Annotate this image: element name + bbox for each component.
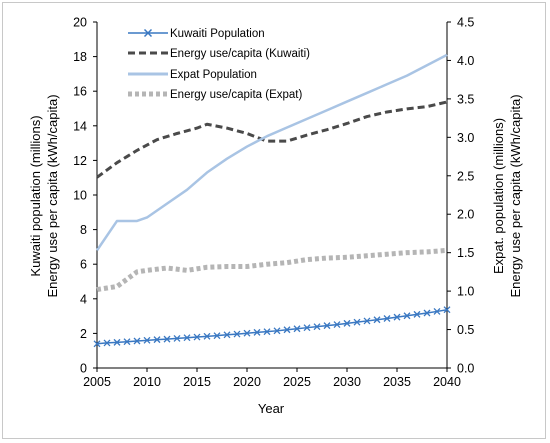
left-y-tick-label: 8 bbox=[80, 223, 87, 237]
data-point-kuwaiti-population bbox=[163, 335, 171, 343]
left-y-tick-label: 12 bbox=[73, 154, 87, 168]
x-tick-label: 2040 bbox=[433, 375, 461, 389]
left-y-tick-label: 18 bbox=[73, 50, 87, 64]
legend-label-energy-expat: Energy use/capita (Expat) bbox=[170, 89, 302, 101]
right-y-tick-label: 1.5 bbox=[457, 246, 474, 260]
data-point-kuwaiti-population bbox=[413, 310, 421, 318]
data-point-kuwaiti-population bbox=[253, 328, 261, 336]
data-point-kuwaiti-population bbox=[133, 337, 141, 345]
legend-marker-x-icon bbox=[143, 28, 153, 38]
data-point-kuwaiti-population bbox=[273, 327, 281, 335]
data-point-kuwaiti-population bbox=[193, 333, 201, 341]
data-point-kuwaiti-population bbox=[373, 316, 381, 324]
right-y-axis-title-line1: Expat. population (millions) bbox=[491, 118, 506, 274]
right-y-tick-label: 4.0 bbox=[457, 54, 474, 68]
data-point-kuwaiti-population bbox=[303, 324, 311, 332]
data-point-kuwaiti-population bbox=[293, 325, 301, 333]
legend-item-energy-expat: Energy use/capita (Expat) bbox=[128, 89, 302, 101]
x-tick-label: 2035 bbox=[383, 375, 411, 389]
data-point-kuwaiti-population bbox=[103, 339, 111, 347]
data-point-kuwaiti-population bbox=[93, 340, 101, 348]
left-y-tick-label: 0 bbox=[80, 362, 87, 376]
data-point-kuwaiti-population bbox=[233, 330, 241, 338]
x-tick-label: 2005 bbox=[83, 375, 111, 389]
data-point-kuwaiti-population bbox=[383, 315, 391, 322]
right-y-tick-label: 4.5 bbox=[457, 16, 474, 30]
data-point-kuwaiti-population bbox=[323, 322, 331, 330]
legend-label-kuwaiti-population: Kuwaiti Population bbox=[170, 28, 265, 40]
series-layer bbox=[93, 53, 451, 348]
legend-item-energy-kuwaiti: Energy use/capita (Kuwaiti) bbox=[128, 48, 310, 60]
data-point-kuwaiti-population bbox=[433, 307, 441, 315]
legend-item-kuwaiti-population: Kuwaiti Population bbox=[128, 28, 265, 40]
right-y-tick-label: 0.5 bbox=[457, 323, 474, 337]
x-tick-label: 2015 bbox=[183, 375, 211, 389]
data-point-kuwaiti-population bbox=[353, 318, 361, 326]
series-line-expat-population bbox=[95, 53, 448, 252]
data-point-kuwaiti-population bbox=[333, 321, 341, 329]
data-point-kuwaiti-population bbox=[183, 334, 191, 342]
x-tick-label: 2030 bbox=[333, 375, 361, 389]
data-point-kuwaiti-population bbox=[263, 328, 271, 336]
data-point-kuwaiti-population bbox=[203, 332, 211, 340]
chart-frame bbox=[2, 2, 546, 439]
left-y-tick-label: 16 bbox=[73, 85, 87, 99]
right-y-tick-label: 1.0 bbox=[457, 285, 474, 299]
data-point-kuwaiti-population bbox=[313, 323, 321, 331]
data-point-kuwaiti-population bbox=[213, 332, 221, 340]
left-y-tick-label: 10 bbox=[73, 189, 87, 203]
data-point-kuwaiti-population bbox=[223, 331, 231, 339]
x-tick-label: 2010 bbox=[133, 375, 161, 389]
left-y-tick-label: 4 bbox=[80, 292, 87, 306]
data-point-kuwaiti-population bbox=[153, 336, 161, 344]
x-tick-label: 2020 bbox=[233, 375, 261, 389]
right-y-tick-label: 2.0 bbox=[457, 208, 474, 222]
data-point-kuwaiti-population bbox=[403, 312, 411, 320]
data-point-kuwaiti-population bbox=[423, 309, 431, 317]
legend-label-energy-kuwaiti: Energy use/capita (Kuwaiti) bbox=[170, 48, 310, 60]
right-y-tick-label: 3.5 bbox=[457, 92, 474, 106]
x-axis-title: Year bbox=[258, 401, 285, 416]
left-y-tick-label: 14 bbox=[73, 119, 87, 133]
legend-label-expat-population: Expat Population bbox=[170, 69, 257, 81]
legend: Kuwaiti Population Energy use/capita (Ku… bbox=[128, 28, 310, 101]
right-y-tick-label: 2.5 bbox=[457, 169, 474, 183]
data-point-kuwaiti-population bbox=[243, 329, 251, 337]
series-line-energy-use-capita-expat bbox=[96, 247, 448, 293]
left-y-tick-label: 2 bbox=[80, 327, 87, 341]
right-y-tick-label: 0.0 bbox=[457, 362, 474, 376]
data-point-kuwaiti-population bbox=[113, 338, 121, 346]
series-line-energy-use-capita-kuwaiti bbox=[96, 100, 448, 179]
data-point-kuwaiti-population bbox=[173, 334, 181, 342]
x-tick-label: 2025 bbox=[283, 375, 311, 389]
left-y-axis-title-line2: Energy use per capita (kWh/capita) bbox=[45, 94, 60, 297]
data-point-kuwaiti-population bbox=[393, 313, 401, 321]
data-point-kuwaiti-population bbox=[123, 338, 131, 346]
right-y-axis-title-line2: Energy use per capita (kWh/capita) bbox=[508, 94, 523, 297]
left-y-tick-label: 6 bbox=[80, 258, 87, 272]
ticks: 2005 2010 2015 2020 2025 2030 2035 2040 0 2 4 6 8 10 1… bbox=[73, 16, 474, 390]
left-y-tick-label: 20 bbox=[73, 16, 87, 30]
right-y-tick-label: 3.0 bbox=[457, 131, 474, 145]
data-point-kuwaiti-population bbox=[283, 326, 291, 334]
data-point-kuwaiti-population bbox=[363, 317, 371, 325]
data-point-kuwaiti-population bbox=[143, 336, 151, 344]
left-y-axis-title-line1: Kuwaiti population (millions) bbox=[28, 115, 43, 276]
data-point-kuwaiti-population bbox=[443, 306, 451, 314]
data-point-kuwaiti-population bbox=[343, 319, 351, 327]
legend-item-expat-population: Expat Population bbox=[128, 69, 257, 81]
series-line-kuwaiti-population bbox=[96, 308, 448, 345]
